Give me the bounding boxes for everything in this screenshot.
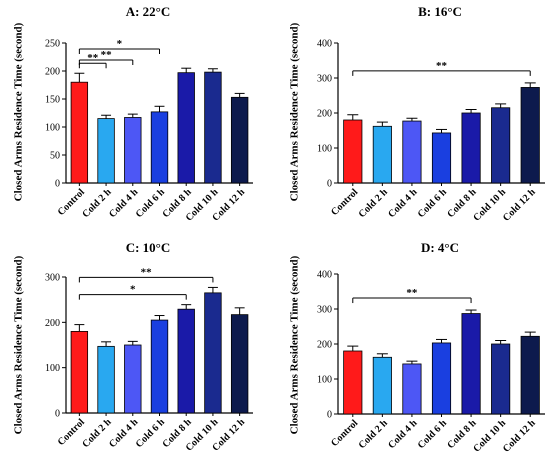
y-tick-label: 300 (317, 74, 332, 85)
bar-6 (230, 96, 249, 184)
y-tick-label: 400 (317, 39, 332, 50)
bar-0 (343, 350, 363, 415)
bar-5 (491, 343, 511, 415)
y-tick-label: 200 (317, 109, 332, 120)
x-tick-label: Cold 6 h (416, 418, 450, 452)
bar-6 (520, 335, 540, 415)
bar-0 (70, 81, 89, 184)
x-tick-label: Cold 4 h (386, 187, 420, 221)
x-tick-label: Control (329, 418, 360, 449)
bar-2 (402, 363, 422, 415)
bar-0 (70, 330, 89, 414)
bar-2 (124, 117, 142, 184)
bar-2 (124, 344, 142, 414)
bar-1 (97, 118, 115, 184)
bar-4 (177, 72, 195, 184)
y-tick-label: 250 (45, 39, 60, 50)
y-tick-label: 300 (317, 305, 332, 316)
x-tick-label: Cold 12 h (501, 418, 538, 455)
y-tick-label: 150 (45, 95, 60, 106)
y-tick-label: 0 (327, 179, 332, 190)
y-axis-label: Closed Arms Residence Time (second) (13, 255, 25, 434)
chart-panel-0: A: 22°C Closed Arms Residence Time (secon… (13, 4, 253, 224)
x-tick-label: Cold 12 h (501, 187, 538, 224)
bar-3 (150, 319, 169, 414)
bar-4 (461, 313, 481, 415)
significance-label: * (130, 284, 136, 296)
x-tick-label: Cold 4 h (386, 418, 420, 452)
significance-label: ** (101, 49, 113, 61)
bar-5 (491, 107, 511, 184)
significance-label: ** (87, 52, 99, 64)
panel-title: D: 4°C (421, 240, 459, 255)
x-tick-label: Cold 2 h (357, 187, 391, 221)
bar-4 (461, 112, 481, 184)
x-tick-label: Cold 2 h (357, 418, 391, 452)
significance-label: ** (436, 60, 448, 72)
significance-label: * (117, 38, 123, 50)
bar-3 (431, 132, 452, 184)
x-tick-label: Cold 6 h (416, 187, 450, 221)
chart-panel-2: C: 10°C Closed Arms Residence Time (secon… (13, 240, 253, 454)
bar-2 (402, 120, 422, 184)
y-tick-label: 100 (317, 144, 332, 155)
y-tick-label: 100 (45, 363, 60, 374)
chart-panel-1: B: 16°C Closed Arms Residence Time (secon… (289, 4, 545, 224)
y-axis-label: Closed Arms Residence Time (second) (289, 255, 301, 434)
y-tick-label: 0 (55, 409, 60, 420)
significance-label: ** (141, 266, 153, 278)
y-tick-label: 200 (317, 340, 332, 351)
y-tick-label: 0 (327, 410, 332, 421)
y-tick-label: 300 (45, 273, 60, 284)
bar-1 (372, 356, 392, 415)
bar-1 (372, 125, 392, 184)
y-tick-label: 100 (317, 375, 332, 386)
panel-title: B: 16°C (418, 4, 462, 19)
y-tick-label: 200 (45, 67, 60, 78)
y-tick-label: 200 (45, 318, 60, 329)
y-tick-label: 400 (317, 270, 332, 281)
bar-6 (520, 87, 540, 184)
significance-label: ** (406, 287, 418, 299)
x-tick-label: Control (329, 187, 360, 218)
y-axis-label: Closed Arms Residence Time (second) (13, 22, 25, 201)
bar-6 (230, 314, 249, 414)
y-tick-label: 50 (50, 151, 60, 162)
panel-title: A: 22°C (126, 4, 171, 19)
bar-5 (204, 292, 222, 414)
bar-0 (343, 119, 363, 184)
bar-3 (150, 111, 169, 184)
bar-1 (97, 345, 115, 414)
panel-title: C: 10°C (126, 240, 171, 255)
y-tick-label: 0 (55, 179, 60, 190)
bar-4 (177, 308, 195, 414)
chart-panel-3: D: 4°C Closed Arms Residence Time (second… (289, 240, 545, 455)
bar-3 (431, 342, 452, 415)
y-tick-label: 100 (45, 123, 60, 134)
bar-5 (204, 71, 222, 184)
y-axis-label: Closed Arms Residence Time (second) (289, 22, 301, 201)
